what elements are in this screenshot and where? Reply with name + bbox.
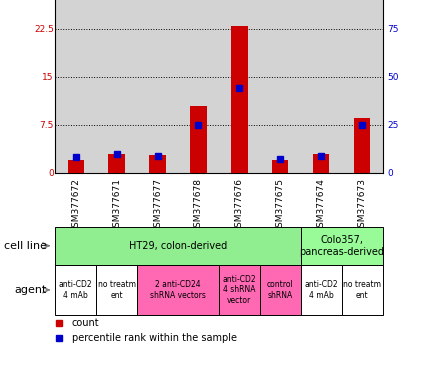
Bar — [55, 227, 300, 265]
Bar — [300, 265, 342, 315]
Text: anti-CD2
4 mAb: anti-CD2 4 mAb — [59, 280, 93, 300]
Text: count: count — [71, 318, 99, 328]
Bar — [149, 155, 166, 173]
Text: anti-CD2
4 shRNA
vector: anti-CD2 4 shRNA vector — [223, 275, 256, 305]
Bar — [354, 118, 370, 173]
Bar — [260, 265, 300, 315]
Bar — [190, 106, 207, 173]
Bar — [231, 26, 247, 173]
Bar — [55, 265, 96, 315]
Bar — [137, 265, 219, 315]
Bar — [68, 160, 84, 173]
Text: Colo357,
pancreas-derived: Colo357, pancreas-derived — [299, 235, 384, 257]
Text: HT29, colon-derived: HT29, colon-derived — [129, 241, 227, 251]
Text: 2 anti-CD24
shRNA vectors: 2 anti-CD24 shRNA vectors — [150, 280, 206, 300]
Text: agent: agent — [14, 285, 47, 295]
Bar — [219, 265, 260, 315]
Bar — [108, 154, 125, 173]
Text: percentile rank within the sample: percentile rank within the sample — [71, 333, 237, 343]
Bar — [300, 227, 382, 265]
Text: control
shRNA: control shRNA — [267, 280, 294, 300]
Bar — [313, 154, 329, 173]
Text: cell line: cell line — [4, 241, 47, 251]
Text: no treatm
ent: no treatm ent — [343, 280, 381, 300]
Bar — [96, 265, 137, 315]
Bar — [342, 265, 383, 315]
Text: no treatm
ent: no treatm ent — [98, 280, 136, 300]
Text: anti-CD2
4 mAb: anti-CD2 4 mAb — [304, 280, 338, 300]
Bar — [272, 160, 289, 173]
